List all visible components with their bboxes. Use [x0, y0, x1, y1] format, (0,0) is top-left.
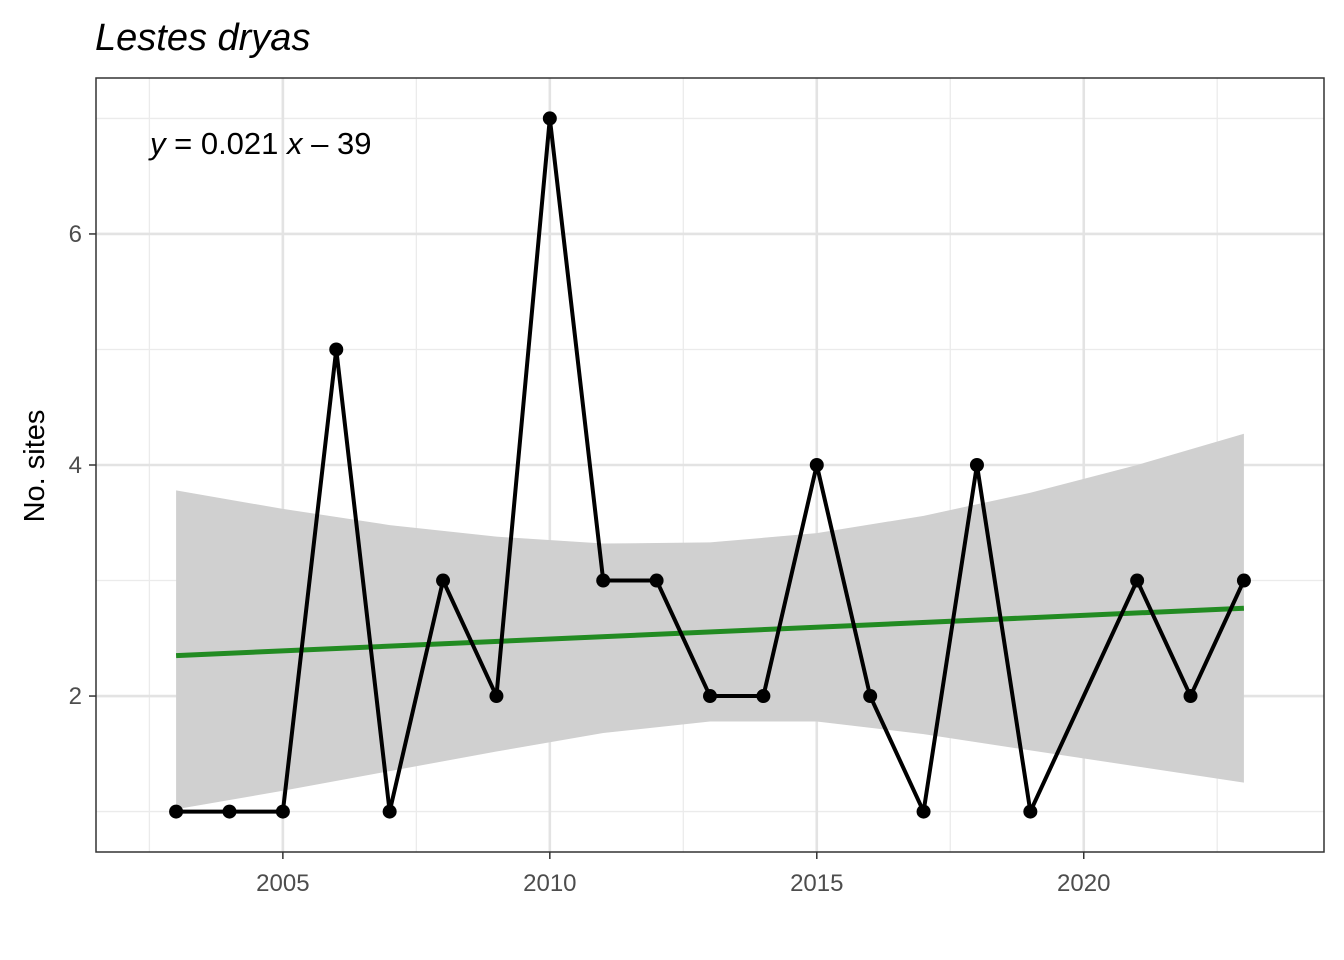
- data-point: [969, 458, 984, 472]
- data-point: [329, 342, 344, 357]
- y-axis-label: No. sites: [19, 410, 51, 523]
- data-point: [863, 689, 878, 704]
- data-point: [222, 804, 237, 819]
- data-point: [703, 689, 717, 704]
- x-tick-label: 2015: [790, 870, 843, 897]
- plot-area: 2005 2010 2015 2020 2 4 6: [69, 77, 1325, 897]
- data-point: [596, 573, 611, 588]
- data-point: [436, 573, 451, 588]
- data-point: [1236, 573, 1251, 588]
- y-tick-label: 4: [69, 452, 82, 479]
- x-tick-label: 2005: [256, 870, 309, 897]
- data-point: [1183, 689, 1198, 704]
- y-tick-label: 2: [69, 683, 82, 710]
- data-point: [489, 689, 504, 704]
- series-line: [176, 116, 1246, 814]
- regression-equation: y = 0.021 x – 39: [148, 126, 371, 161]
- x-tick-label: 2010: [523, 870, 576, 897]
- chart-title: Lestes dryas: [95, 17, 310, 59]
- data-point: [382, 804, 397, 819]
- data-point: [809, 458, 824, 472]
- data-point: [169, 804, 184, 819]
- data-point: [542, 111, 557, 126]
- data-point: [756, 689, 771, 704]
- equation-x: x: [285, 126, 304, 161]
- y-tick-label: 6: [69, 221, 82, 248]
- equation-y: y: [148, 126, 168, 161]
- trend-line: [175, 605, 1245, 659]
- data-point: [649, 573, 664, 588]
- x-tick-label: 2020: [1057, 870, 1110, 897]
- data-point: [916, 804, 931, 819]
- equation-mid: = 0.021: [166, 126, 288, 161]
- data-point: [275, 804, 290, 819]
- confidence-band: [176, 433, 1244, 810]
- data-point: [1023, 804, 1038, 819]
- equation-end: – 39: [303, 126, 372, 161]
- data-point: [1130, 573, 1145, 588]
